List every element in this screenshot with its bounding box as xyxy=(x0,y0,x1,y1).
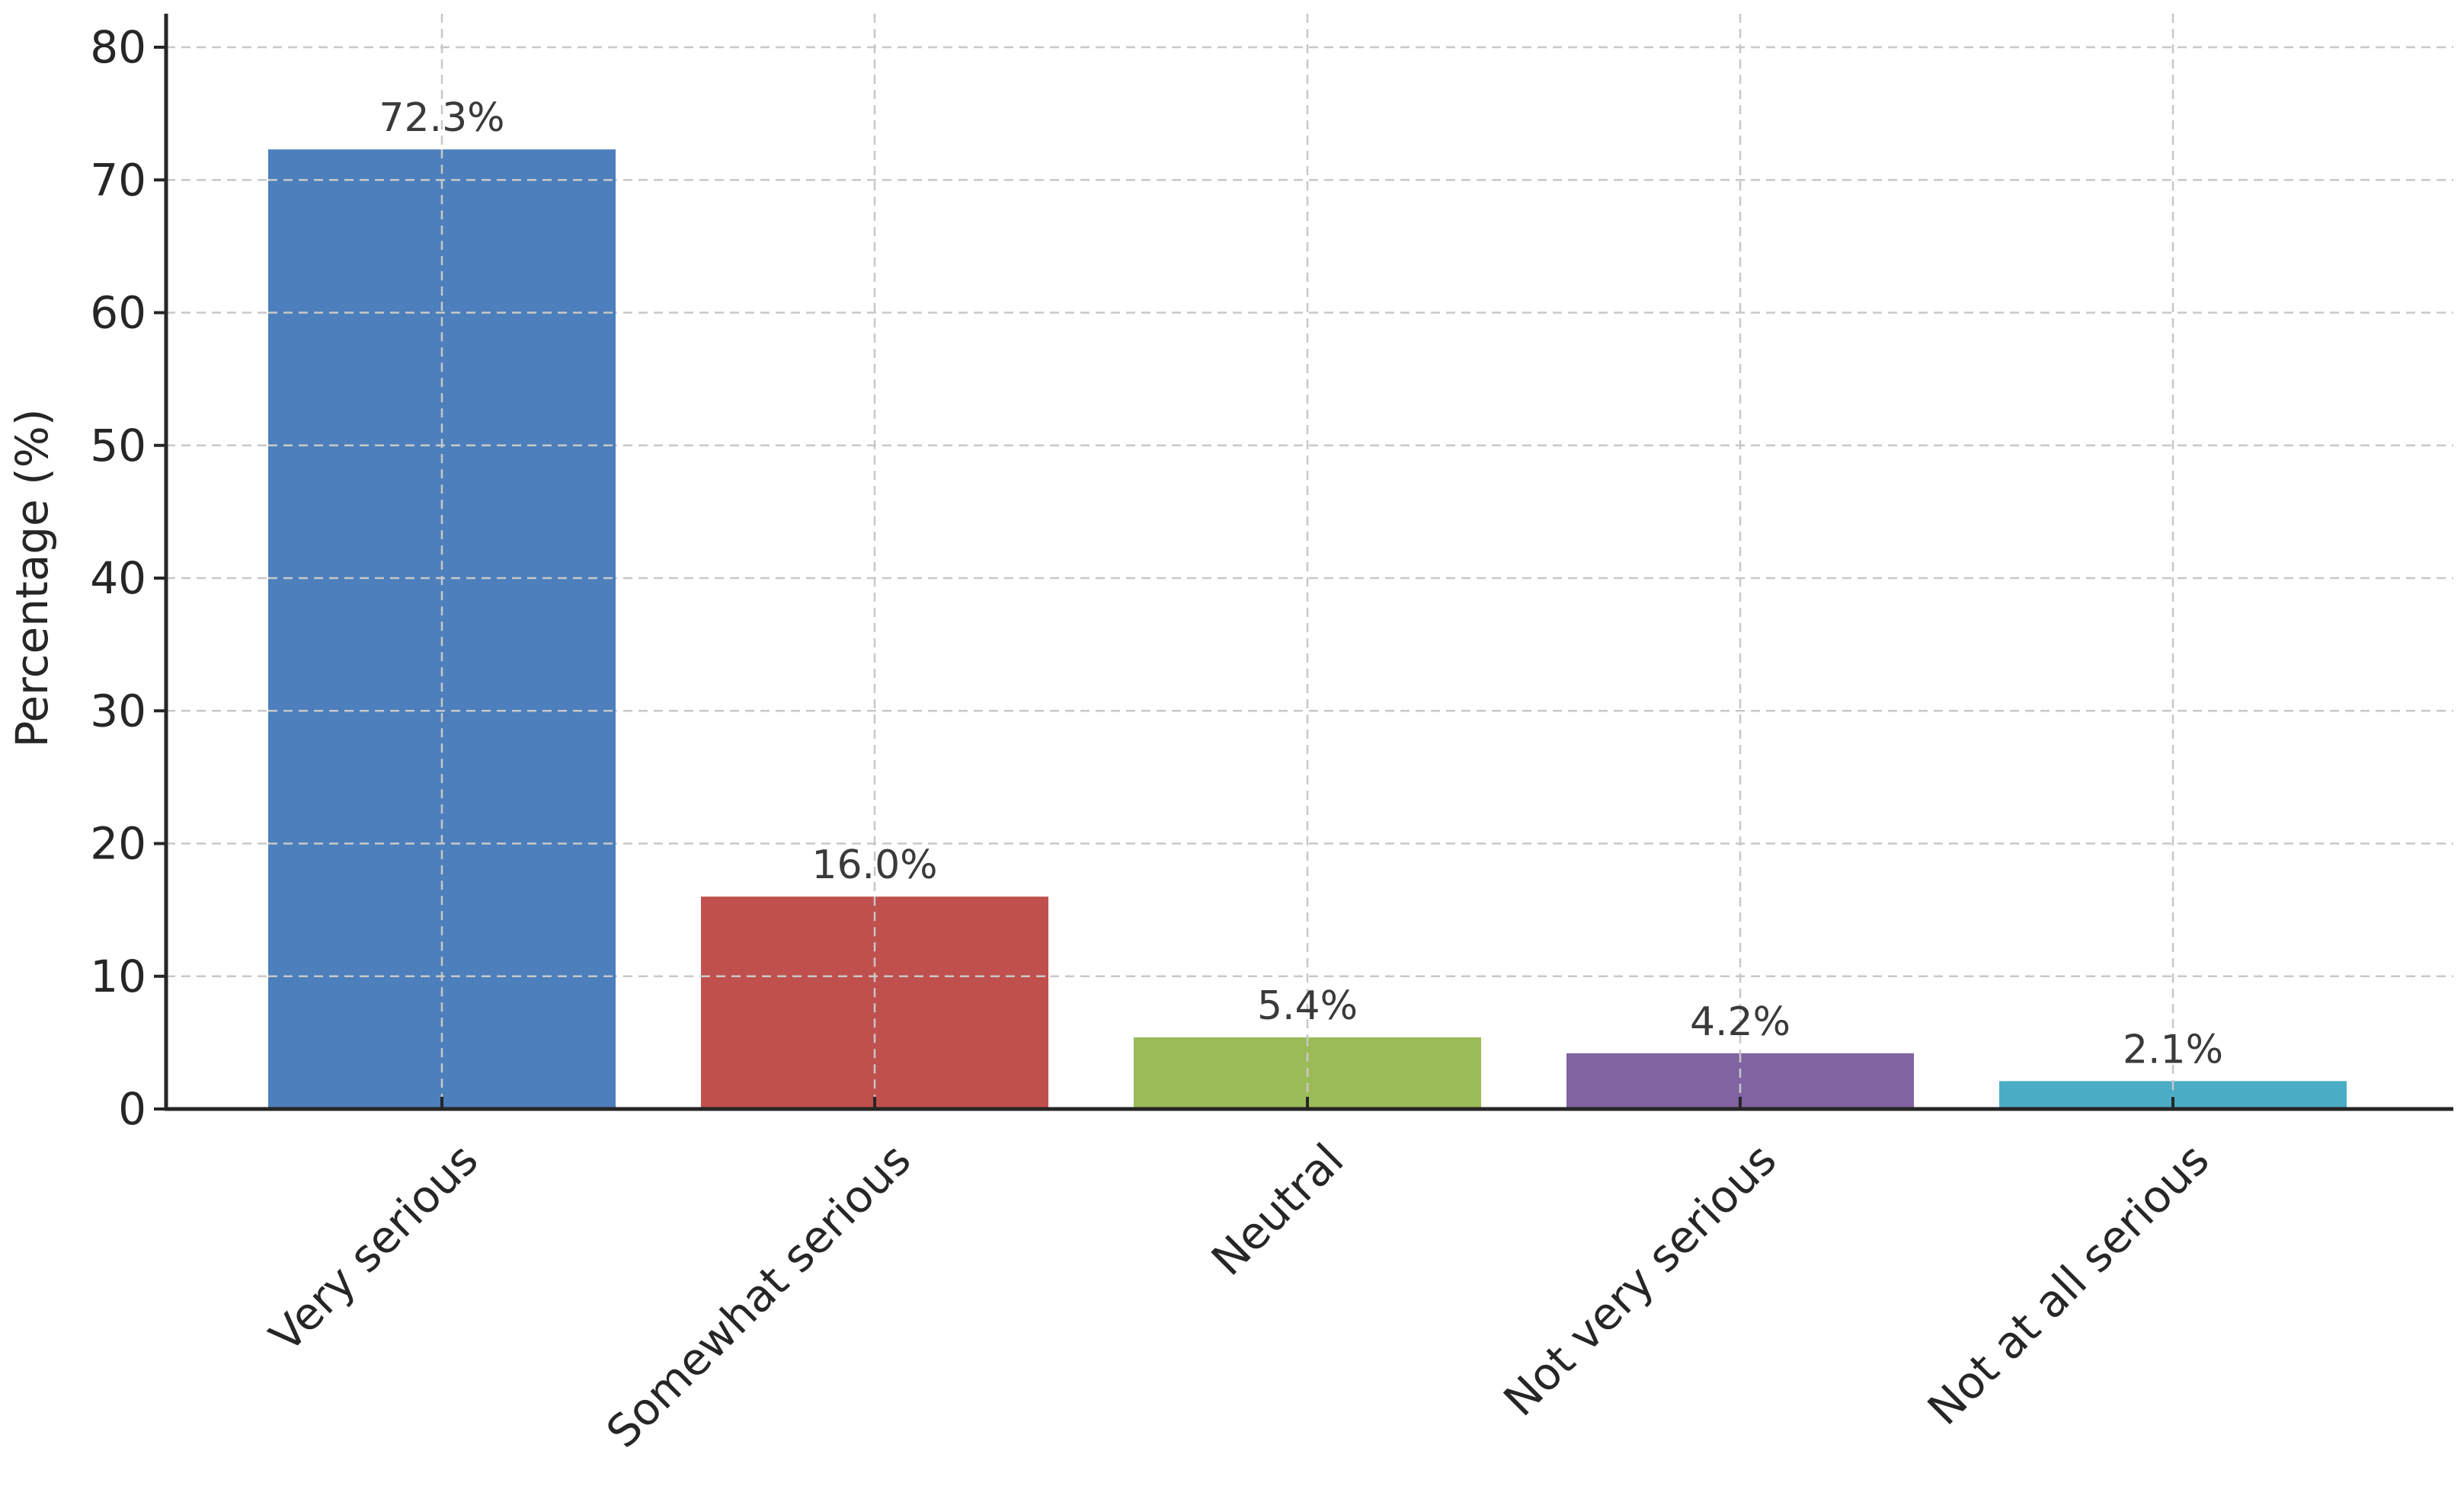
bar-value-label: 5.4% xyxy=(1257,983,1358,1029)
bar-value-label: 72.3% xyxy=(379,95,504,141)
x-tick-label: Not at all serious xyxy=(1918,1133,2219,1434)
y-tick-label: 20 xyxy=(90,818,146,870)
x-tick-label: Not very serious xyxy=(1493,1133,1786,1426)
y-tick-label: 60 xyxy=(90,287,146,339)
bar-value-label: 2.1% xyxy=(2123,1027,2223,1072)
bars xyxy=(268,149,2347,1110)
y-axis-title: Percentage (%) xyxy=(6,408,58,747)
x-tick-label: Very serious xyxy=(260,1133,488,1362)
x-tick-label: Neutral xyxy=(1202,1133,1353,1285)
x-axis-ticks: Very serious Somewhat serious Neutral Not v… xyxy=(260,1097,2219,1458)
x-tick-label: Somewhat serious xyxy=(597,1133,920,1457)
y-tick-label: 0 xyxy=(118,1083,146,1135)
y-tick-label: 40 xyxy=(90,552,146,604)
y-tick-label: 30 xyxy=(90,685,146,737)
y-tick-label: 80 xyxy=(90,21,146,73)
bar-value-label: 16.0% xyxy=(811,842,937,888)
y-tick-label: 50 xyxy=(90,420,146,471)
data-labels: 72.3% 16.0% 5.4% 4.2% 2.1% xyxy=(379,95,2223,1072)
y-tick-label: 10 xyxy=(90,951,146,1002)
y-axis-ticks: 0 10 20 30 40 50 60 70 80 xyxy=(90,21,166,1135)
bar-value-label: 4.2% xyxy=(1690,999,1790,1045)
y-tick-label: 70 xyxy=(90,154,146,206)
